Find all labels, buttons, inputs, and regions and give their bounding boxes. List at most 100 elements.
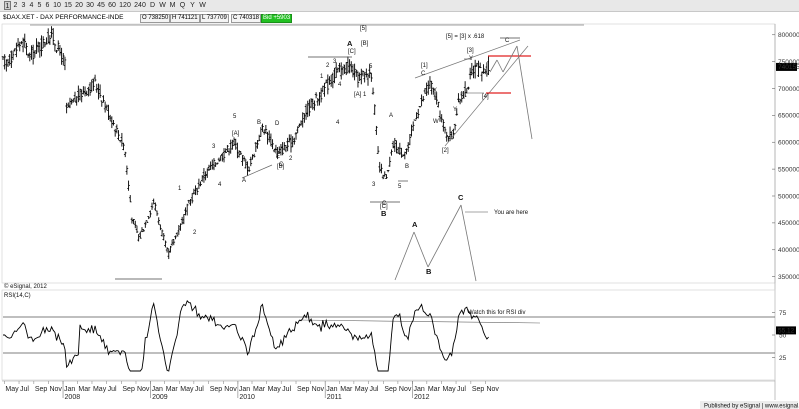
- month-label: Jul: [108, 386, 117, 393]
- interval-button[interactable]: 6: [45, 2, 50, 9]
- wave-label: B: [381, 209, 387, 218]
- wave-label: [C]: [348, 49, 356, 55]
- wave-label: B: [405, 164, 409, 170]
- interval-button[interactable]: D: [149, 2, 156, 9]
- month-label: May: [180, 386, 194, 393]
- month-label: Jul: [369, 386, 378, 393]
- wave-label: B: [257, 120, 261, 126]
- price-tick-label: 550000: [778, 166, 799, 173]
- projection-path: [489, 59, 498, 73]
- interval-button[interactable]: 240: [134, 2, 146, 9]
- interval-button[interactable]: W: [159, 2, 166, 9]
- interval-button[interactable]: Y: [190, 2, 195, 9]
- rsi-last-value: 55.12: [778, 328, 795, 335]
- publisher-footer: Published by eSignal | www.esignal.com: [704, 404, 799, 409]
- interval-button[interactable]: 4: [29, 2, 34, 9]
- you-are-here-label: You are here: [494, 210, 529, 216]
- year-label: 2008: [65, 394, 81, 401]
- month-label: Mar: [166, 386, 179, 393]
- month-label: Jul: [282, 386, 291, 393]
- month-label: Mar: [253, 386, 266, 393]
- last-price-tag: [776, 62, 797, 71]
- interval-button[interactable]: 5: [37, 2, 42, 9]
- rsi-divergence-line: [299, 319, 541, 324]
- price-tick-label: 450000: [778, 220, 799, 227]
- month-label: Nov: [399, 386, 412, 393]
- wave-label: 5: [398, 184, 402, 190]
- open-value: O 738250: [140, 14, 171, 23]
- quote-bar: $DAX.XET - DAX PERFORMANCE-INDE O 738250…: [0, 12, 799, 23]
- projection-path: [413, 231, 429, 268]
- price-tick-label: 400000: [778, 247, 799, 254]
- month-label: Jan: [152, 386, 163, 393]
- month-label: May: [93, 386, 107, 393]
- interval-button[interactable]: M: [169, 2, 176, 9]
- month-label: Sep: [35, 386, 48, 393]
- wave-label: [5]: [360, 26, 367, 32]
- projection-path: [496, 59, 504, 73]
- price-tick-label: 350000: [778, 274, 799, 281]
- wave-label: 1: [363, 92, 367, 98]
- wave-label: [C]: [380, 204, 388, 210]
- wave-label: A: [347, 39, 353, 48]
- interval-button[interactable]: 2: [13, 2, 18, 9]
- wave-label: Y: [469, 56, 473, 62]
- wave-label: [B]: [361, 41, 369, 47]
- month-label: Mar: [340, 386, 353, 393]
- year-label: 2010: [239, 394, 255, 401]
- projection-wave-label: C: [458, 193, 464, 202]
- wave-label: [4]: [482, 94, 489, 100]
- month-label: May: [355, 386, 369, 393]
- wave-label: [A]: [232, 131, 240, 137]
- month-label: Mar: [428, 386, 441, 393]
- wave-label: 1: [178, 186, 182, 192]
- copyright-note: © eSignal, 2012: [4, 283, 47, 290]
- price-tick-label: 800000: [778, 32, 799, 39]
- interval-button[interactable]: Q: [179, 2, 186, 9]
- last-price-value: 740155: [778, 64, 799, 71]
- wave-label: [5] = [3] x .618: [446, 34, 485, 40]
- rsi-note: Watch this for RSI div: [468, 310, 525, 316]
- interval-button[interactable]: 3: [21, 2, 26, 9]
- wave-label: 3: [212, 144, 216, 150]
- month-label: Sep: [210, 386, 223, 393]
- interval-button[interactable]: 15: [64, 2, 72, 9]
- interval-button[interactable]: 120: [119, 2, 131, 9]
- wave-label: 2: [289, 156, 293, 162]
- wave-label: C: [279, 162, 284, 168]
- interval-button[interactable]: 60: [108, 2, 116, 9]
- rsi-last-tag: [776, 326, 796, 335]
- wave-label: 2: [193, 230, 197, 236]
- price-pane-border: [1, 23, 776, 284]
- wave-label: 4: [338, 82, 342, 88]
- price-tick-label: 750000: [778, 59, 799, 66]
- rsi-title: RSI(14,C): [4, 293, 31, 299]
- month-label: Jul: [195, 386, 204, 393]
- wave-label: [2]: [442, 148, 449, 154]
- price-tick-label: 650000: [778, 113, 799, 120]
- month-label: Nov: [312, 386, 325, 393]
- interval-button[interactable]: 1: [4, 1, 11, 10]
- month-label: Nov: [224, 386, 237, 393]
- month-label: Jan: [414, 386, 425, 393]
- wave-label: W: [433, 119, 439, 125]
- month-label: Nov: [137, 386, 150, 393]
- projection-path: [516, 45, 533, 140]
- interval-button[interactable]: 30: [86, 2, 94, 9]
- interval-button[interactable]: W: [199, 2, 206, 9]
- interval-button[interactable]: 20: [75, 2, 83, 9]
- year-label: 2012: [414, 394, 430, 401]
- interval-button[interactable]: 10: [53, 2, 61, 9]
- interval-button[interactable]: 45: [97, 2, 105, 9]
- month-label: Nov: [49, 386, 62, 393]
- wave-label: A: [389, 113, 393, 119]
- year-label: 2011: [327, 394, 342, 401]
- price-tick-label: 600000: [778, 140, 799, 147]
- wave-label: C: [382, 201, 387, 207]
- price-tick-label: 500000: [778, 193, 799, 200]
- month-label: Sep: [297, 386, 310, 393]
- projection-path: [394, 231, 415, 281]
- wave-label: [1]: [421, 63, 428, 69]
